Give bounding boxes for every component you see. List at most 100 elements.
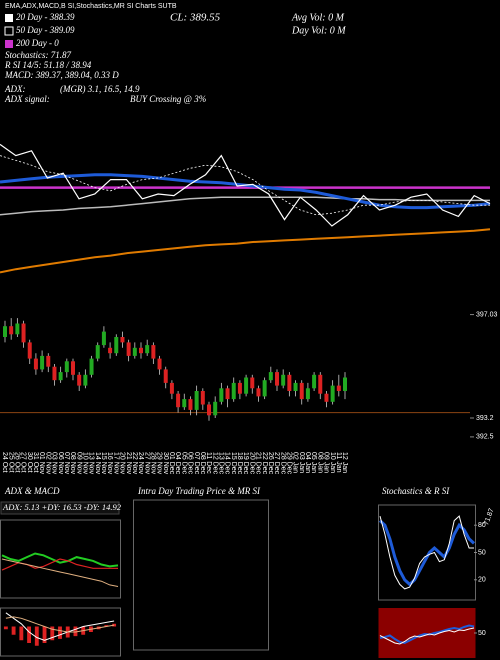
legend-swatch: [5, 14, 13, 22]
x-tick-label: 07 Nov: [63, 452, 70, 475]
candle-body: [95, 345, 100, 359]
candle-body: [120, 337, 125, 343]
x-tick-label: 03 Jan: [298, 452, 305, 473]
candle-body: [231, 382, 236, 400]
candle-body: [108, 347, 113, 354]
candle-body: [71, 361, 75, 375]
adx-value: (MGR) 3.1, 16.5, 14.9: [60, 84, 140, 94]
header-line: MACD: 389.37, 389.04, 0.33 D: [4, 70, 119, 80]
line-series: [378, 519, 476, 587]
candle-body: [40, 355, 45, 370]
candle-body: [145, 345, 150, 354]
x-tick-label: 03 Nov: [51, 452, 58, 475]
candle-body: [52, 366, 57, 381]
candle-body: [15, 323, 20, 335]
x-tick-label: 08 Dec: [199, 452, 206, 475]
candle-body: [132, 347, 137, 356]
x-tick-label: 17 Nov: [112, 452, 119, 475]
x-tick-label: 31 Oct: [32, 452, 39, 473]
x-tick-label: 27 Nov: [143, 452, 150, 475]
candle-body: [194, 391, 199, 410]
x-tick-label: 24 Oct: [1, 452, 8, 473]
candle-body: [275, 372, 279, 386]
y-tick-label: 392.5: [476, 434, 494, 441]
candle-body: [324, 393, 329, 402]
x-tick-label: 12 Dec: [211, 452, 218, 475]
line-series: [0, 143, 491, 227]
candle-body: [213, 401, 218, 416]
header-line: 200 Day - 0: [16, 38, 59, 48]
candle-body: [287, 374, 292, 391]
candle-body: [21, 323, 26, 343]
x-tick-label: 06 Nov: [57, 452, 64, 475]
line-series: [1, 558, 119, 587]
x-tick-label: 13 Dec: [218, 452, 225, 475]
histogram-bar: [3, 626, 8, 630]
candle-body: [151, 345, 156, 359]
candle-body: [46, 355, 51, 367]
candle-body: [114, 337, 119, 354]
line-series: [379, 515, 474, 590]
x-tick-label: 26 Dec: [267, 452, 274, 475]
header-line: R SI 14/5: 51.18 / 38.94: [4, 60, 92, 70]
x-tick-label: 30 Oct: [26, 452, 33, 473]
x-tick-label: 25 Oct: [7, 452, 14, 473]
x-tick-label: 10 Jan: [329, 452, 336, 473]
candle-body: [126, 342, 131, 356]
x-tick-label: 08 Nov: [69, 452, 76, 475]
histogram-bar: [58, 626, 62, 639]
x-tick-label: 07 Dec: [193, 452, 200, 475]
x-tick-label: 05 Dec: [180, 452, 187, 475]
x-tick-label: 02 Nov: [44, 452, 51, 475]
macd-panel: [0, 607, 121, 657]
x-tick-label: 19 Dec: [242, 452, 249, 475]
y-tick-label: 50: [478, 630, 486, 637]
panel-title: Stochastics & R SI: [382, 486, 450, 496]
x-tick-label: 11 Dec: [205, 452, 212, 474]
y-tick-label: 50: [478, 549, 486, 556]
x-tick-label: 28 Nov: [150, 452, 157, 475]
candle-body: [89, 358, 94, 375]
candle-body: [58, 372, 63, 381]
histogram-bar: [104, 625, 109, 627]
header-line: Stochastics: 71.87: [5, 50, 71, 60]
x-tick-label: 20 Nov: [119, 452, 126, 475]
label-bg: [0, 501, 120, 515]
candle-body: [207, 404, 211, 416]
histogram-bar: [19, 626, 24, 641]
candle-body: [293, 382, 298, 391]
header-line: 20 Day - 388.39: [16, 12, 75, 22]
candle-body: [318, 374, 323, 394]
x-tick-label: 21 Dec: [255, 452, 262, 475]
x-tick-label: 20 Dec: [248, 452, 255, 475]
x-tick-label: 21 Nov: [125, 452, 132, 475]
x-tick-label: 16 Nov: [106, 452, 113, 475]
candle-body: [200, 391, 205, 405]
x-tick-label: 04 Dec: [174, 452, 181, 475]
close-price: CL: 389.55: [170, 12, 221, 24]
x-tick-label: 15 Dec: [230, 452, 237, 475]
day-volume: Day Vol: 0 M: [291, 25, 346, 36]
x-tick-label: 02 Jan: [292, 452, 299, 473]
signal-label: ADX signal:: [4, 94, 50, 104]
x-tick-label: 22 Nov: [131, 452, 138, 475]
x-tick-label: 27 Dec: [273, 452, 280, 475]
adx-label: ADX:: [4, 84, 26, 94]
x-tick-label: 18 Dec: [236, 452, 243, 475]
x-tick-label: 04 Jan: [304, 452, 311, 473]
annotation: 71.87: [483, 507, 496, 526]
histogram-bar: [50, 626, 55, 641]
candle-body: [33, 358, 38, 370]
histogram-bar: [11, 626, 16, 635]
legend-swatch: [4, 26, 14, 36]
legend-swatch: [5, 40, 13, 48]
line-series: [0, 228, 491, 274]
candle-body: [262, 380, 267, 397]
x-tick-label: 01 Nov: [38, 452, 45, 475]
x-tick-label: 29 Nov: [156, 452, 163, 475]
x-tick-label: 05 Jan: [310, 452, 317, 473]
line-series: [5, 612, 115, 641]
candle-body: [163, 369, 168, 383]
line-series: [379, 627, 475, 645]
